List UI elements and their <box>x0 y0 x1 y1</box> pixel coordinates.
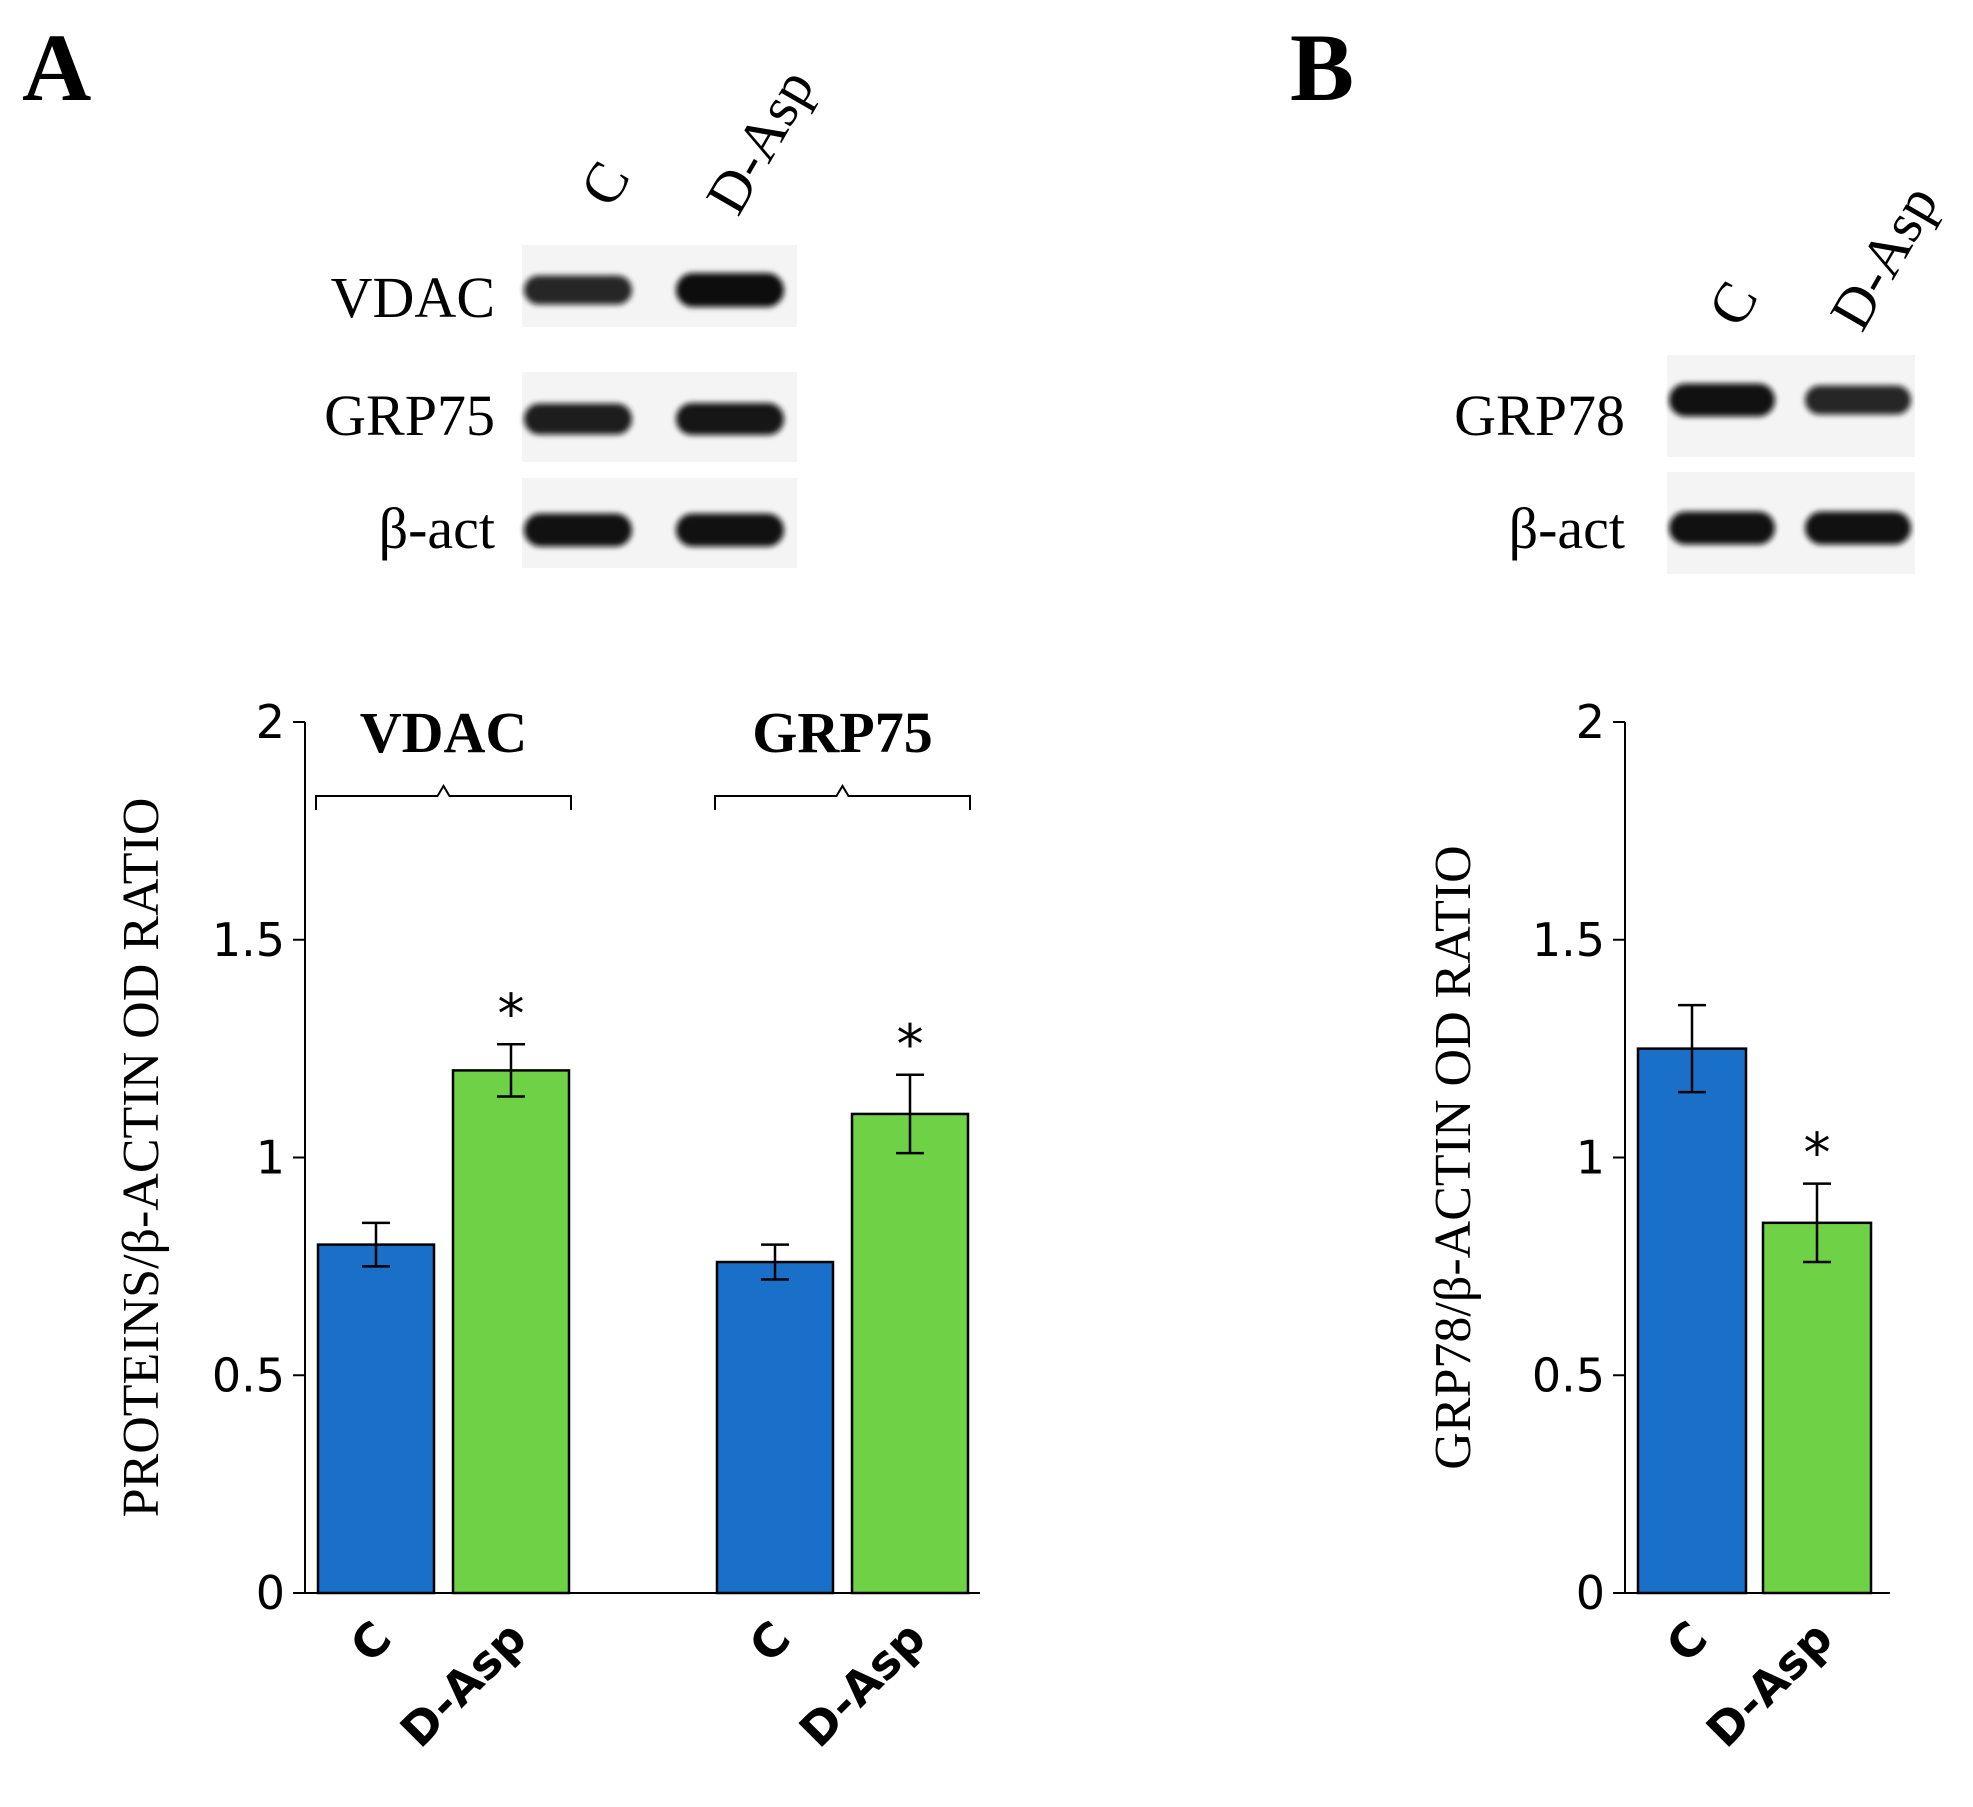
blot-a-label-bact: β-act <box>379 496 495 561</box>
y-tick-label: 0.5 <box>212 1348 285 1402</box>
y-tick-label: 2 <box>1576 695 1605 749</box>
blot-b-band-grp78-c <box>1669 383 1775 417</box>
y-tick-label: 2 <box>256 695 285 749</box>
chart-a: 0 0.5 1 1.5 2 PROTEINS/β-ACTIN OD RATIO C * D-As… <box>113 695 980 1758</box>
blot-b-lane-c: C <box>1695 270 1771 336</box>
y-tick-label: 1 <box>256 1131 285 1185</box>
y-axis-label: PROTEINS/β-ACTIN OD RATIO <box>113 798 170 1518</box>
bar-d-asp <box>1761 1221 1873 1595</box>
bar-vdac-c <box>316 1243 436 1595</box>
blot-a-band-act-d-asp <box>676 513 784 547</box>
x-category-label: D-Asp <box>390 1611 537 1758</box>
y-tick-label: 0.5 <box>1532 1348 1605 1402</box>
group-label: VDAC <box>360 700 528 765</box>
blot-a-lane-c: C <box>567 150 643 216</box>
blot-a-band-grp75-d-asp <box>676 403 784 435</box>
blot-a-label-vdac: VDAC <box>331 265 495 330</box>
blot-b-bands <box>1669 383 1911 545</box>
bar-grp75-d-asp <box>850 1112 970 1595</box>
blot-a-band-grp75-c <box>524 403 632 435</box>
panel-b-letter: B <box>1290 14 1354 121</box>
bar-c <box>1636 1047 1748 1595</box>
y-tick-label: 1.5 <box>212 913 285 967</box>
panel-b: B C D-Asp GRP78 β-act 0 0.5 1 1.5 2 GRP78/β-A… <box>1290 14 1951 1758</box>
bar-grp75-c <box>715 1260 835 1595</box>
panel-a: A C D-Asp VDAC GRP75 β-act 0 0.5 1 1.5 2 PROT… <box>22 14 980 1758</box>
y-tick-label: 1 <box>1576 1131 1605 1185</box>
panel-a-letter: A <box>22 14 91 121</box>
blot-b-label-bact: β-act <box>1509 496 1625 561</box>
group-bracket <box>714 784 971 810</box>
x-category-label: C <box>340 1611 402 1673</box>
y-tick-label: 0 <box>256 1566 285 1620</box>
blot-b-label-grp78: GRP78 <box>1454 383 1625 448</box>
x-category-label: C <box>739 1611 801 1673</box>
y-tick-label: 0 <box>1576 1566 1605 1620</box>
blot-b-band-act-c <box>1669 511 1775 545</box>
blot-a-band-vdac-d-asp <box>676 273 784 307</box>
group-bracket <box>315 784 572 810</box>
chart-b: 0 0.5 1 1.5 2 GRP78/β-ACTIN OD RATIO C * D-Asp <box>1425 695 1890 1758</box>
blot-a-bands <box>524 273 784 547</box>
blot-b-lane-dasp: D-Asp <box>1817 174 1951 340</box>
significance-star: * <box>1804 1122 1831 1185</box>
significance-star: * <box>498 982 525 1045</box>
blot-a-band-act-c <box>524 513 632 547</box>
blot-a-label-grp75: GRP75 <box>324 383 495 448</box>
blot-b-band-act-d-asp <box>1805 511 1911 545</box>
y-tick-label: 1.5 <box>1532 913 1605 967</box>
blot-b-band-grp78-d-asp <box>1805 385 1911 415</box>
group-label: GRP75 <box>752 700 932 765</box>
y-axis-label: GRP78/β-ACTIN OD RATIO <box>1425 845 1482 1469</box>
blot-a-lane-dasp: D-Asp <box>693 58 827 224</box>
significance-star: * <box>897 1013 924 1076</box>
x-category-label: D-Asp <box>789 1611 936 1758</box>
blot-a-band-vdac-c <box>524 275 632 305</box>
x-category-label: C <box>1656 1611 1718 1673</box>
x-category-label: D-Asp <box>1696 1611 1843 1758</box>
bar-vdac-d-asp <box>451 1069 571 1595</box>
